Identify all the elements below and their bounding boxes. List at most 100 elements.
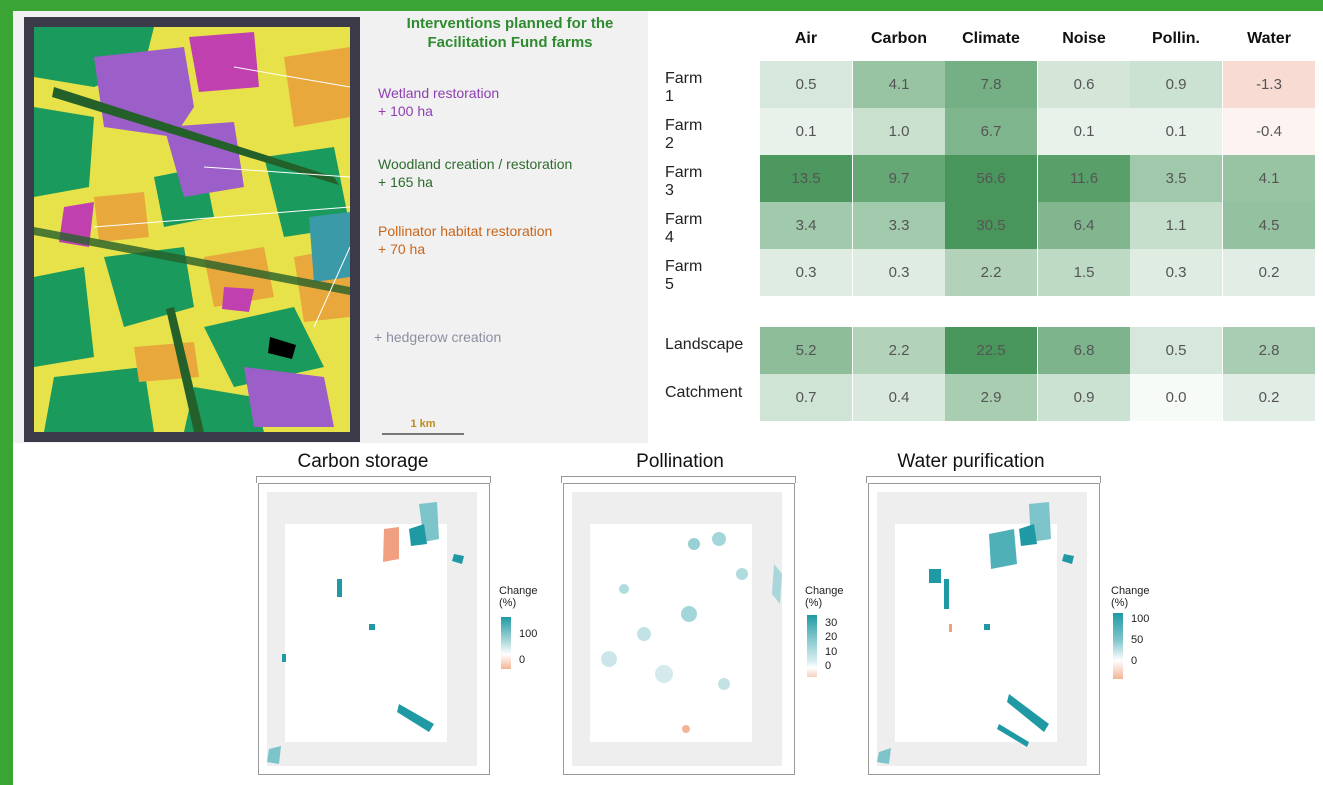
map-carbon-patches [267, 502, 464, 764]
map-bracket-water [866, 476, 1101, 483]
legend-carbon-gradient [501, 617, 511, 669]
legend-woodland: Woodland creation / restoration + 165 ha [378, 155, 572, 191]
row-label-farm-3: Farm 3 [665, 164, 703, 199]
col-header-pollination: Pollin. [1152, 30, 1200, 47]
map-carbon-inner [285, 524, 447, 742]
heatmap-cell-catchment-water: 0.2 [1223, 374, 1315, 421]
legend-water-tick-100: 100 [1131, 613, 1150, 625]
row-label-farm-1: Farm 1 [665, 70, 703, 105]
land-use-map [24, 17, 360, 442]
heatmap-cell-catchment-air: 0.7 [760, 374, 852, 421]
heatmap-cell-farm-5-climate: 2.2 [945, 249, 1037, 296]
legend-pollination: Change (%) 30 20 10 0 [805, 585, 844, 677]
heatmap-cell-farm-1-air: 0.5 [760, 61, 852, 108]
heatmap-cell-landscape-water: 2.8 [1223, 327, 1315, 374]
legend-hedgerow: + hedgerow creation [374, 329, 502, 345]
map-title-water: Water purification [897, 451, 1045, 472]
col-header-carbon: Carbon [871, 30, 927, 47]
heatmap-cell-farm-4-climate: 30.5 [945, 202, 1037, 249]
map-carbon-storage [258, 483, 490, 775]
legend-wetland-amount: + 100 ha [378, 103, 433, 119]
legend-carbon-tick-100: 100 [519, 628, 538, 640]
heatmap-cell-farm-2-noise: 0.1 [1038, 108, 1130, 155]
legend-carbon-tick-0: 0 [519, 654, 526, 666]
heatmap-cell-farm-3-noise: 11.6 [1038, 155, 1130, 202]
legend-water-gradient [1113, 613, 1123, 679]
col-header-climate: Climate [962, 30, 1020, 47]
row-label-landscape: Landscape [665, 336, 744, 353]
map-bracket-carbon [256, 476, 491, 483]
heatmap-cell-catchment-climate: 2.9 [945, 374, 1037, 421]
legend-woodland-label: Woodland creation / restoration [378, 156, 573, 172]
legend-woodland-amount: + 165 ha [378, 174, 433, 190]
row-label-farm-5: Farm 5 [665, 258, 703, 293]
heatmap-cell-farm-4-water: 4.5 [1223, 202, 1315, 249]
scale-bar-line [382, 433, 464, 435]
legend-water-title: Change (%) [1111, 585, 1150, 609]
heatmap-cell-farm-1-climate: 7.8 [945, 61, 1037, 108]
heatmap-cell-farm-2-water: -0.4 [1223, 108, 1315, 155]
map-pollination-patches [601, 532, 782, 733]
map-pollination [563, 483, 795, 775]
row-label-farm-4: Farm 4 [665, 211, 703, 246]
legend-water-tick-0: 0 [1131, 655, 1138, 667]
heatmap-cell-farm-3-water: 4.1 [1223, 155, 1315, 202]
interventions-title: Interventions planned for the Facilitati… [406, 15, 614, 51]
heatmap-cell-farm-5-carbon: 0.3 [853, 249, 945, 296]
map-title-pollination: Pollination [636, 451, 724, 472]
heatmap-cell-farm-4-pollin: 1.1 [1130, 202, 1222, 249]
legend-pollination-tick-20: 20 [825, 631, 838, 643]
heatmap-cell-farm-2-carbon: 1.0 [853, 108, 945, 155]
col-header-air: Air [794, 30, 818, 47]
heatmap-cell-farm-5-water: 0.2 [1223, 249, 1315, 296]
legend-pollination-gradient [807, 615, 817, 677]
heatmap-cell-farm-3-pollin: 3.5 [1130, 155, 1222, 202]
legend-pollination-title: Change (%) [805, 585, 844, 609]
scale-bar-label: 1 km [410, 418, 436, 430]
heatmap-cell-farm-1-noise: 0.6 [1038, 61, 1130, 108]
legend-pollination-tick-0: 0 [825, 660, 832, 672]
heatmap-cell-landscape-air: 5.2 [760, 327, 852, 374]
legend-pollinator: Pollinator habitat restoration + 70 ha [378, 222, 552, 258]
heatmap-cell-farm-4-noise: 6.4 [1038, 202, 1130, 249]
heatmap-cell-landscape-carbon: 2.2 [853, 327, 945, 374]
legend-wetland-label: Wetland restoration [378, 85, 500, 101]
heatmap-cell-landscape-climate: 22.5 [945, 327, 1037, 374]
heatmap-cell-farm-2-air: 0.1 [760, 108, 852, 155]
legend-wetland: Wetland restoration + 100 ha [378, 84, 499, 120]
heatmap-cell-farm-2-climate: 6.7 [945, 108, 1037, 155]
map-pollination-inner [590, 524, 752, 742]
legend-pollinator-amount: + 70 ha [378, 241, 426, 257]
heatmap-cell-farm-5-air: 0.3 [760, 249, 852, 296]
map-water-inner [895, 524, 1057, 742]
heatmap-cell-landscape-pollin: 0.5 [1130, 327, 1222, 374]
heatmap-cell-catchment-carbon: 0.4 [853, 374, 945, 421]
heatmap-cell-farm-1-water: -1.3 [1223, 61, 1315, 108]
heatmap-cell-farm-4-air: 3.4 [760, 202, 852, 249]
col-header-water: Water [1247, 30, 1291, 47]
heatmap-cell-farm-3-carbon: 9.7 [853, 155, 945, 202]
heatmap-cell-farm-2-pollin: 0.1 [1130, 108, 1222, 155]
heatmap-cell-farm-1-carbon: 4.1 [853, 61, 945, 108]
legend-water: Change (%) 100 50 0 [1111, 585, 1150, 679]
map-bracket-pollination [561, 476, 796, 483]
heatmap-cell-farm-3-air: 13.5 [760, 155, 852, 202]
heatmap-cell-catchment-pollin: 0.0 [1130, 374, 1222, 421]
heatmap-cell-farm-5-noise: 1.5 [1038, 249, 1130, 296]
map-water-patches [877, 502, 1074, 764]
heatmap-cell-farm-4-carbon: 3.3 [853, 202, 945, 249]
legend-water-tick-50: 50 [1131, 634, 1144, 646]
heatmap-cell-farm-3-climate: 56.6 [945, 155, 1037, 202]
map-title-carbon: Carbon storage [297, 451, 429, 472]
legend-pollination-tick-30: 30 [825, 617, 838, 629]
heatmap-cell-farm-5-pollin: 0.3 [1130, 249, 1222, 296]
legend-pollination-tick-10: 10 [825, 646, 838, 658]
row-label-farm-2: Farm 2 [665, 117, 703, 152]
land-use-map-drawing [34, 27, 350, 432]
heatmap-cell-landscape-noise: 6.8 [1038, 327, 1130, 374]
heatmap-cell-catchment-noise: 0.9 [1038, 374, 1130, 421]
col-header-noise: Noise [1062, 30, 1106, 47]
map-water-purification [868, 483, 1100, 775]
legend-carbon-title: Change (%) [499, 585, 538, 609]
row-label-catchment: Catchment [665, 384, 743, 401]
